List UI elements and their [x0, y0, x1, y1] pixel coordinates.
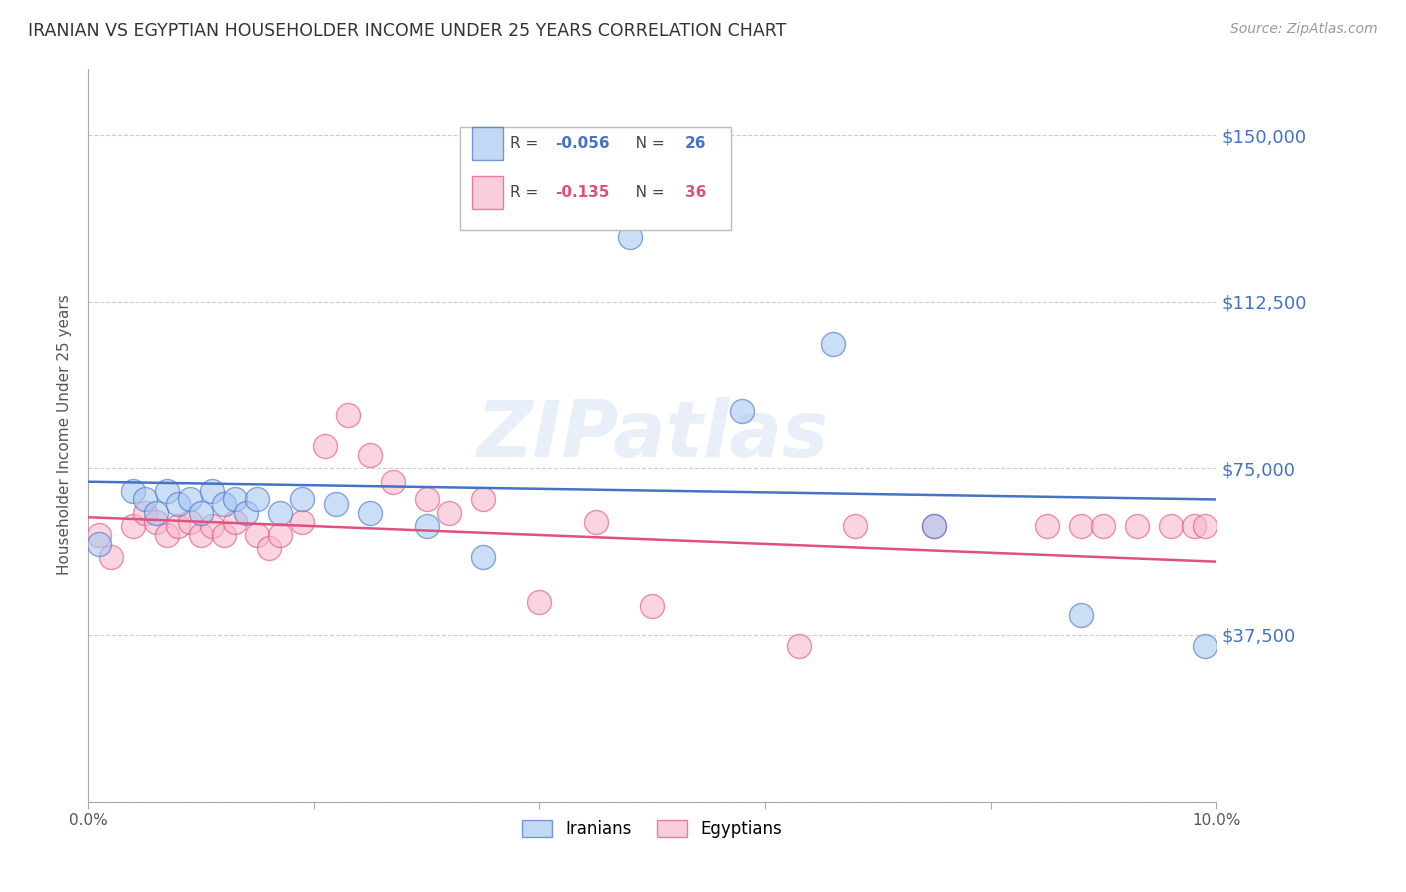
Point: [787, 639, 810, 653]
Point: [1194, 639, 1216, 653]
Point: [381, 475, 404, 489]
Point: [472, 492, 495, 507]
Point: [291, 515, 314, 529]
Text: N =: N =: [620, 136, 669, 151]
Point: [922, 519, 945, 533]
Point: [156, 528, 179, 542]
Point: [156, 483, 179, 498]
Point: [1182, 519, 1205, 533]
Y-axis label: Householder Income Under 25 years: Householder Income Under 25 years: [58, 294, 72, 575]
Point: [212, 528, 235, 542]
Point: [1070, 607, 1092, 622]
Text: 36: 36: [685, 186, 706, 201]
Text: N =: N =: [620, 186, 669, 201]
Point: [551, 190, 574, 204]
Legend: Iranians, Egyptians: Iranians, Egyptians: [516, 813, 789, 845]
Point: [619, 230, 641, 244]
Bar: [472, 177, 503, 210]
Point: [179, 515, 201, 529]
Point: [122, 483, 145, 498]
Text: ZIPatlas: ZIPatlas: [477, 397, 828, 473]
Point: [472, 550, 495, 565]
Point: [122, 519, 145, 533]
Point: [257, 541, 280, 556]
Point: [235, 506, 257, 520]
Point: [246, 492, 269, 507]
Point: [167, 497, 190, 511]
Point: [201, 483, 224, 498]
Point: [190, 506, 212, 520]
Text: -0.056: -0.056: [555, 136, 610, 151]
Point: [145, 506, 167, 520]
Point: [212, 497, 235, 511]
Text: -0.135: -0.135: [555, 186, 610, 201]
Point: [585, 515, 607, 529]
Point: [922, 519, 945, 533]
Bar: [460, 128, 731, 230]
Point: [731, 403, 754, 417]
Point: [224, 515, 246, 529]
Point: [269, 506, 291, 520]
Text: IRANIAN VS EGYPTIAN HOUSEHOLDER INCOME UNDER 25 YEARS CORRELATION CHART: IRANIAN VS EGYPTIAN HOUSEHOLDER INCOME U…: [28, 22, 786, 40]
Point: [325, 497, 347, 511]
Text: Source: ZipAtlas.com: Source: ZipAtlas.com: [1230, 22, 1378, 37]
Point: [821, 337, 844, 351]
Point: [224, 492, 246, 507]
Point: [179, 492, 201, 507]
Point: [269, 528, 291, 542]
Point: [100, 550, 122, 565]
Bar: [472, 128, 503, 161]
Text: R =: R =: [510, 186, 548, 201]
Point: [336, 408, 359, 422]
Point: [145, 515, 167, 529]
Point: [1070, 519, 1092, 533]
Point: [359, 448, 381, 462]
Point: [641, 599, 664, 613]
Point: [415, 492, 437, 507]
Point: [246, 528, 269, 542]
Point: [1126, 519, 1149, 533]
Point: [529, 594, 551, 608]
Point: [1092, 519, 1115, 533]
Point: [314, 439, 336, 453]
Point: [415, 519, 437, 533]
Point: [1036, 519, 1059, 533]
Point: [134, 506, 156, 520]
Text: 26: 26: [685, 136, 706, 151]
Point: [844, 519, 866, 533]
Point: [89, 528, 111, 542]
Point: [359, 506, 381, 520]
Point: [190, 528, 212, 542]
Text: R =: R =: [510, 136, 548, 151]
Point: [1160, 519, 1182, 533]
Point: [1194, 519, 1216, 533]
Point: [291, 492, 314, 507]
Point: [167, 519, 190, 533]
Point: [437, 506, 460, 520]
Point: [201, 519, 224, 533]
Point: [89, 537, 111, 551]
Point: [134, 492, 156, 507]
